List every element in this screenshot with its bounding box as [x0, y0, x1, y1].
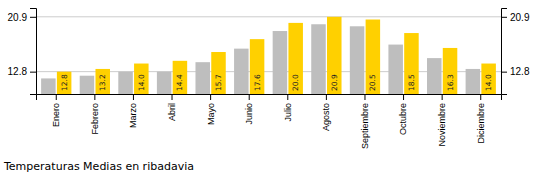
data-label: 13.2: [98, 74, 107, 91]
tick-mark: [56, 94, 57, 100]
tick-mark: [30, 17, 36, 18]
bar: [80, 76, 95, 94]
y2-tick: 20.9: [501, 12, 530, 23]
data-labels: 12.8 13.2 14.0 14.4 15.7 17.6 20.0 20.9 20.5 18.5…: [60, 74, 493, 91]
x-tick: Octubre: [398, 94, 408, 135]
bar: [234, 49, 249, 94]
tick-mark: [403, 94, 404, 100]
tick-label: 20.9: [510, 12, 530, 23]
tick-mark: [210, 94, 211, 100]
tick-label: Septiembre: [360, 103, 370, 149]
x-tick: Diciembre: [476, 94, 486, 144]
chart: 20.9 12.8 20.9 12.8 Enero Febrero Marzo Abril Ma…: [0, 0, 537, 174]
title: Temperaturas Medias en ribadavia: [3, 160, 194, 173]
bar: [366, 20, 381, 94]
tick-mark: [480, 94, 481, 100]
bar: [211, 52, 226, 94]
bar: [427, 58, 442, 94]
tick-label: Junio: [244, 103, 254, 125]
bar: [118, 72, 133, 94]
y2-axis: 20.9 12.8: [501, 9, 530, 95]
bar: [466, 69, 481, 94]
data-label: 20.0: [291, 74, 300, 91]
tick-mark: [30, 72, 36, 73]
bar-series: [41, 24, 480, 94]
data-label: 18.5: [407, 74, 416, 91]
tick-mark: [94, 94, 95, 100]
data-label: 17.6: [253, 74, 262, 91]
bar: [443, 48, 458, 94]
x-axis: Enero Febrero Marzo Abril Mayo Junio Julio Agos…: [37, 94, 502, 149]
tick-label: Marzo: [128, 103, 138, 128]
data-label: 14.0: [137, 74, 146, 91]
data-label: 16.3: [446, 74, 455, 91]
x-tick: Noviembre: [437, 94, 447, 147]
grid-line: [36, 16, 501, 17]
tick-label: Noviembre: [437, 103, 447, 147]
tick-mark: [249, 94, 250, 100]
x-tick: Marzo: [128, 94, 138, 128]
data-label: 14.0: [484, 74, 493, 91]
x-tick: Mayo: [205, 94, 215, 125]
x-tick: Febrero: [90, 94, 100, 135]
x-tick: Septiembre: [360, 94, 370, 149]
x-tick: Enero: [51, 94, 61, 127]
tick-label: Enero: [51, 103, 61, 127]
bar: [195, 62, 210, 94]
data-label: 14.4: [175, 74, 184, 91]
data-label: 20.5: [368, 74, 377, 91]
bar: [327, 17, 342, 94]
tick-mark: [442, 94, 443, 100]
bar: [173, 61, 188, 94]
y-tick: 20.9: [8, 12, 36, 23]
tick-label: Julio: [283, 103, 293, 122]
bar: [250, 39, 265, 94]
plot-area: [41, 17, 496, 94]
bar: [134, 64, 149, 94]
bar: [273, 31, 288, 94]
tick-label: 12.8: [8, 66, 28, 77]
data-label: 12.8: [60, 74, 69, 91]
bar: [311, 24, 326, 94]
tick-label: Agosto: [321, 103, 331, 131]
bar: [388, 45, 403, 94]
bar-series: [57, 17, 496, 94]
x-tick: Agosto: [321, 94, 331, 131]
bar: [350, 26, 365, 94]
axis-line: [30, 9, 37, 95]
axis-line: [502, 9, 508, 95]
tick-label: 12.8: [510, 66, 530, 77]
bar: [481, 64, 496, 94]
bar: [95, 69, 110, 94]
bar: [57, 72, 72, 94]
bar: [404, 33, 419, 94]
x-tick: Julio: [283, 94, 293, 122]
data-label: 20.9: [330, 74, 339, 91]
bar: [157, 72, 172, 94]
tick-label: Febrero: [90, 103, 100, 135]
tick-label: 20.9: [8, 12, 28, 23]
tick-label: Abril: [167, 103, 177, 121]
tick-mark: [501, 72, 507, 73]
tick-mark: [326, 94, 327, 100]
tick-mark: [501, 17, 507, 18]
y2-tick: 12.8: [501, 66, 530, 77]
tick-mark: [287, 94, 288, 100]
data-label: 15.7: [214, 74, 223, 91]
tick-label: Diciembre: [476, 103, 486, 144]
y-axis: 20.9 12.8: [8, 9, 37, 95]
tick-label: Mayo: [205, 103, 215, 125]
tick-mark: [133, 94, 134, 100]
tick-mark: [364, 94, 365, 100]
x-tick: Abril: [167, 94, 177, 121]
tick-mark: [172, 94, 173, 100]
tick-label: Octubre: [398, 103, 408, 135]
axis-line: [37, 95, 502, 101]
y-tick: 12.8: [8, 66, 36, 77]
bar: [288, 23, 303, 94]
bar: [41, 78, 56, 94]
x-tick: Junio: [244, 94, 254, 125]
